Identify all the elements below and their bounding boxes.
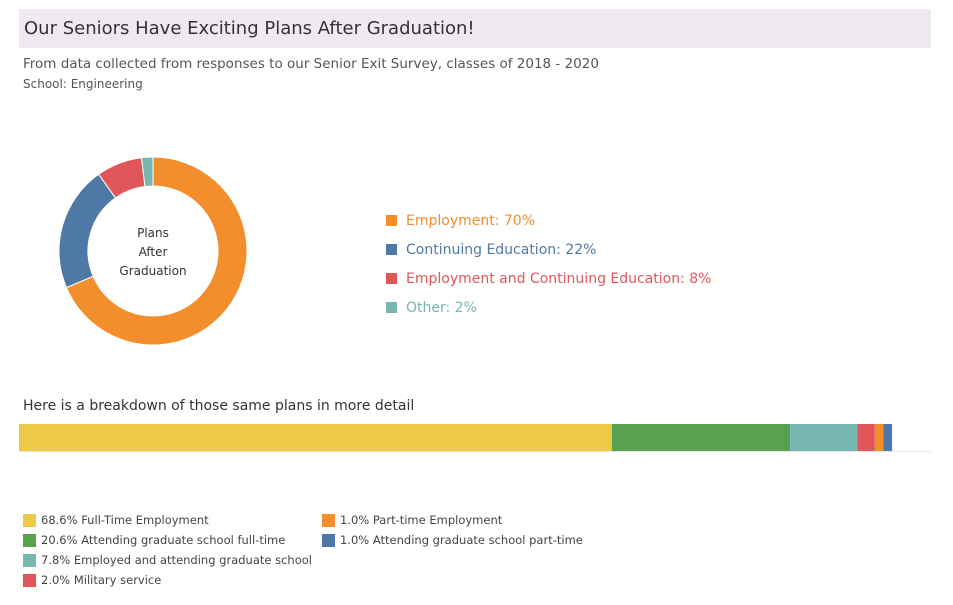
donut-legend-item[interactable]: Continuing Education: 22%	[386, 235, 711, 264]
donut-chart	[58, 156, 248, 346]
legend-swatch	[386, 215, 397, 226]
donut-legend-item[interactable]: Other: 2%	[386, 293, 711, 322]
bar-segment-attending-graduate-school-full-time[interactable]	[612, 424, 791, 451]
bar-segment-full-time-employment[interactable]	[19, 424, 613, 451]
bar-legend-label: 68.6% Full-Time Employment	[41, 513, 209, 527]
donut-slice-employment[interactable]	[65, 156, 248, 346]
legend-swatch	[23, 533, 36, 547]
donut-slice-other[interactable]	[140, 156, 154, 188]
bar-segment-military-service[interactable]	[857, 424, 875, 451]
bar-segment-part-time-employment[interactable]	[874, 424, 884, 451]
legend-swatch	[23, 553, 36, 567]
donut-legend-label: Employment: 70%	[406, 212, 536, 229]
bar-segment-attending-graduate-school-part-time[interactable]	[883, 424, 893, 451]
legend-swatch	[23, 513, 36, 527]
bar-segment-employed-and-attending-graduate-school[interactable]	[790, 424, 858, 451]
bar-legend: 68.6% Full-Time Employment 20.6% Attendin…	[23, 512, 723, 592]
donut-center-line-2: After	[138, 245, 168, 259]
donut-legend-label: Employment and Continuing Education: 8%	[406, 270, 712, 287]
title-band: Our Seniors Have Exciting Plans After Gr…	[19, 9, 931, 48]
donut-center-line-1: Plans	[137, 226, 169, 240]
stacked-bar-chart	[19, 424, 931, 452]
donut-legend-label: Continuing Education: 22%	[406, 241, 597, 258]
legend-swatch	[322, 513, 335, 527]
legend-swatch	[23, 573, 36, 587]
bar-legend-item[interactable]: 7.8% Employed and attending graduate sch…	[23, 552, 312, 568]
legend-swatch	[322, 533, 335, 547]
bar-legend-item[interactable]: 1.0% Part-time Employment	[322, 512, 502, 528]
bar-legend-item[interactable]: 20.6% Attending graduate school full-tim…	[23, 532, 285, 548]
donut-legend-item[interactable]: Employment: 70%	[386, 206, 711, 235]
legend-swatch	[386, 244, 397, 255]
donut-legend: Employment: 70% Continuing Education: 22%…	[386, 206, 711, 322]
legend-swatch	[386, 302, 397, 313]
bar-legend-item[interactable]: 1.0% Attending graduate school part-time	[322, 532, 583, 548]
donut-center-line-3: Graduation	[119, 264, 187, 278]
legend-swatch	[386, 273, 397, 284]
bar-legend-item[interactable]: 68.6% Full-Time Employment	[23, 512, 209, 528]
detail-heading: Here is a breakdown of those same plans …	[23, 398, 415, 414]
bar-legend-label: 2.0% Military service	[41, 573, 162, 587]
bar-legend-label: 7.8% Employed and attending graduate sch…	[41, 553, 312, 567]
donut-legend-item[interactable]: Employment and Continuing Education: 8%	[386, 264, 711, 293]
page-subtitle: From data collected from responses to ou…	[23, 56, 599, 72]
bar-legend-label: 20.6% Attending graduate school full-tim…	[41, 533, 286, 547]
bar-legend-item[interactable]: 2.0% Military service	[23, 572, 161, 588]
donut-legend-label: Other: 2%	[406, 299, 477, 316]
page-title: Our Seniors Have Exciting Plans After Gr…	[24, 18, 475, 39]
bar-legend-label: 1.0% Attending graduate school part-time	[340, 533, 583, 547]
school-label: School: Engineering	[23, 77, 143, 91]
bar-legend-label: 1.0% Part-time Employment	[340, 513, 503, 527]
donut-center-label: Plans After Graduation	[93, 224, 213, 281]
